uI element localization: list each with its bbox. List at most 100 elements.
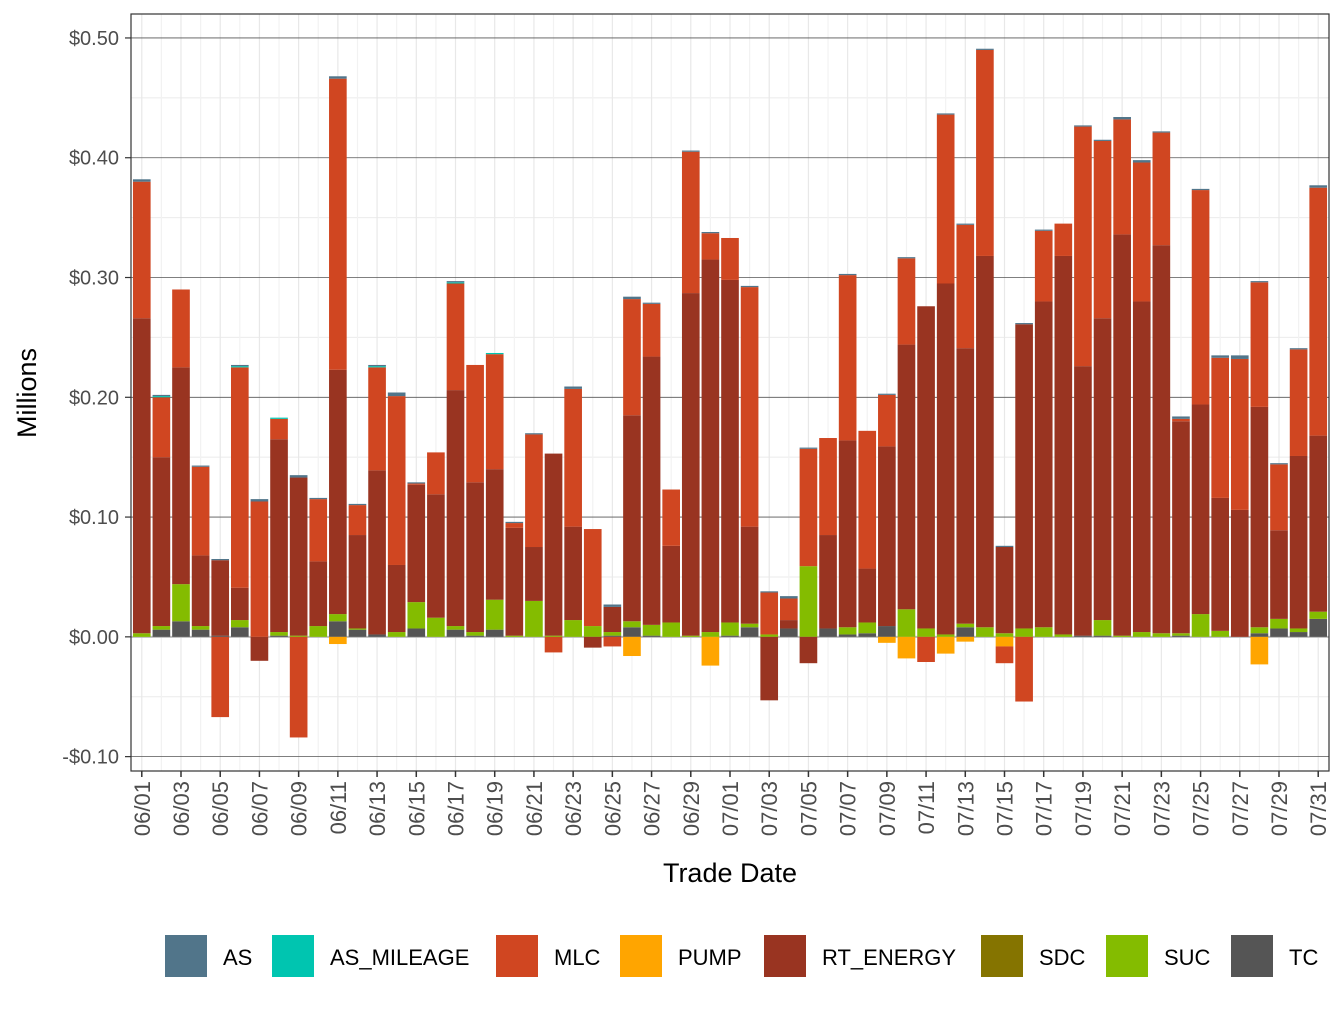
bar-suc-06-29 xyxy=(681,635,700,637)
bar-suc-06-22 xyxy=(544,635,563,637)
bar-tc-06-13 xyxy=(368,634,386,637)
x-tick-label: 07/15 xyxy=(993,781,1018,836)
x-tick-label: 06/29 xyxy=(679,781,704,836)
bar-tc-06-27 xyxy=(642,635,661,637)
bar-mlc-07-30 xyxy=(1289,349,1308,456)
bar-as-06-14 xyxy=(387,392,406,397)
bar-rt_energy-07-20 xyxy=(1093,318,1112,621)
bar-rt_energy-07-18 xyxy=(1054,255,1073,635)
bar-mlc-06-12 xyxy=(348,505,367,536)
bar-mlc-06-02 xyxy=(152,397,171,458)
bar-tc-07-29 xyxy=(1270,628,1288,637)
bar-as-06-30 xyxy=(701,231,720,234)
bar-rt_energy-06-30 xyxy=(701,259,720,633)
bar-as-07-13 xyxy=(956,223,975,225)
bar-rt_energy-06-18 xyxy=(466,482,484,633)
bar-suc-06-02 xyxy=(152,626,171,630)
bar-rt_energy-06-19 xyxy=(485,469,504,600)
bar-tc-06-17 xyxy=(446,629,465,637)
bar-as-07-20 xyxy=(1093,139,1112,141)
bar-suc-07-02 xyxy=(740,623,759,628)
bar-as-07-12 xyxy=(936,113,955,115)
bar-rt_energy-07-21 xyxy=(1113,234,1131,636)
bar-rt_energy-06-29 xyxy=(681,293,700,636)
bar-tc-06-03 xyxy=(172,621,190,637)
bar-mlc-06-08 xyxy=(270,418,288,440)
bar-suc-07-13 xyxy=(956,623,975,628)
x-axis: 06/01 06/03 06/05 06/07 06/09 06/11 06/13 06/15… xyxy=(130,771,1331,836)
bar-suc-07-30 xyxy=(1289,628,1308,633)
bar-as-06-11 xyxy=(329,76,347,79)
bar-suc-06-18 xyxy=(466,632,484,636)
legend-swatch xyxy=(764,935,806,977)
bar-as-06-26 xyxy=(623,296,641,300)
bar-mlc-06-03 xyxy=(172,289,190,368)
bar-as-07-30 xyxy=(1289,348,1308,350)
bar-mlc-07-14 xyxy=(976,49,994,256)
bar-suc-07-23 xyxy=(1152,633,1171,637)
bar-suc-07-01 xyxy=(721,622,739,636)
legend-item-mlc: MLC xyxy=(496,935,601,977)
bar-suc-06-19 xyxy=(485,599,504,630)
bar-pump-06-26 xyxy=(623,636,641,657)
bar-pump-07-13 xyxy=(956,636,975,642)
bar-mlc-06-23 xyxy=(564,388,582,527)
bar-rt_energy-06-10 xyxy=(309,561,328,627)
bar-rt_energy-07-14 xyxy=(976,255,994,628)
x-tick-label: 06/21 xyxy=(522,781,547,836)
bar-suc-07-28 xyxy=(1250,627,1269,634)
bar-suc-07-22 xyxy=(1132,632,1151,637)
bar-rt_energy-07-12 xyxy=(936,283,955,635)
bar-as-06-29 xyxy=(681,150,700,152)
x-tick-label: 07/31 xyxy=(1306,781,1331,836)
bar-mlc-06-17 xyxy=(446,283,465,391)
x-tick-label: 07/21 xyxy=(1110,781,1135,836)
bar-as-07-04 xyxy=(779,596,798,599)
bar-rt_energy-07-08 xyxy=(858,568,877,623)
bar-tc-06-05 xyxy=(211,635,230,637)
bar-as-07-15 xyxy=(995,545,1014,548)
bar-as-07-23 xyxy=(1152,131,1171,133)
bar-tc-07-08 xyxy=(858,633,877,637)
legend: AS AS_MILEAGE MLC PUMP RT_ENERGY SDC SUC TC xyxy=(165,935,1318,977)
bar-pump-07-09 xyxy=(878,636,896,643)
bar-as-06-09 xyxy=(289,475,308,478)
bar-suc-06-15 xyxy=(407,602,426,629)
bar-rt_energy-07-09 xyxy=(878,446,896,627)
bar-tc-07-28 xyxy=(1250,633,1269,637)
bar-rt_energy-06-04 xyxy=(191,555,210,627)
bar-suc-07-10 xyxy=(897,609,916,637)
legend-swatch xyxy=(165,935,207,977)
bar-as-07-05 xyxy=(799,447,818,449)
legend-swatch xyxy=(1106,935,1148,977)
bar-suc-06-12 xyxy=(348,628,367,630)
x-tick-label: 06/07 xyxy=(247,781,272,836)
bar-rt_energy-07-11 xyxy=(917,306,935,629)
legend-item-pump: PUMP xyxy=(620,935,742,977)
bar-suc-06-14 xyxy=(387,632,406,637)
y-tick-label: $0.20 xyxy=(69,387,119,409)
legend-item-sdc: SDC xyxy=(981,935,1086,977)
legend-swatch xyxy=(620,935,662,977)
bar-rt_energy-07-29 xyxy=(1270,530,1288,619)
legend-label: TC xyxy=(1289,945,1318,970)
legend-item-suc: SUC xyxy=(1106,935,1211,977)
bar-suc-07-17 xyxy=(1034,627,1053,637)
bar-mlc-07-18 xyxy=(1054,223,1073,256)
bar-mlc-06-25 xyxy=(603,636,622,647)
bar-tc-07-07 xyxy=(838,634,857,637)
bar-tc-06-19 xyxy=(485,629,504,637)
bar-suc-06-03 xyxy=(172,584,190,622)
x-tick-label: 07/11 xyxy=(914,781,939,834)
bar-rt_energy-06-06 xyxy=(230,587,249,621)
bar-rt_energy-07-30 xyxy=(1289,455,1308,629)
bar-as-07-28 xyxy=(1250,281,1269,283)
bar-pump-07-28 xyxy=(1250,636,1269,665)
bar-suc-07-25 xyxy=(1191,614,1210,637)
bar-mlc-07-22 xyxy=(1132,162,1151,302)
bar-mlc-06-05 xyxy=(211,636,230,718)
bar-as_mileage-06-06 xyxy=(230,366,249,368)
legend-swatch xyxy=(496,935,538,977)
bar-tc-06-08 xyxy=(270,635,288,637)
